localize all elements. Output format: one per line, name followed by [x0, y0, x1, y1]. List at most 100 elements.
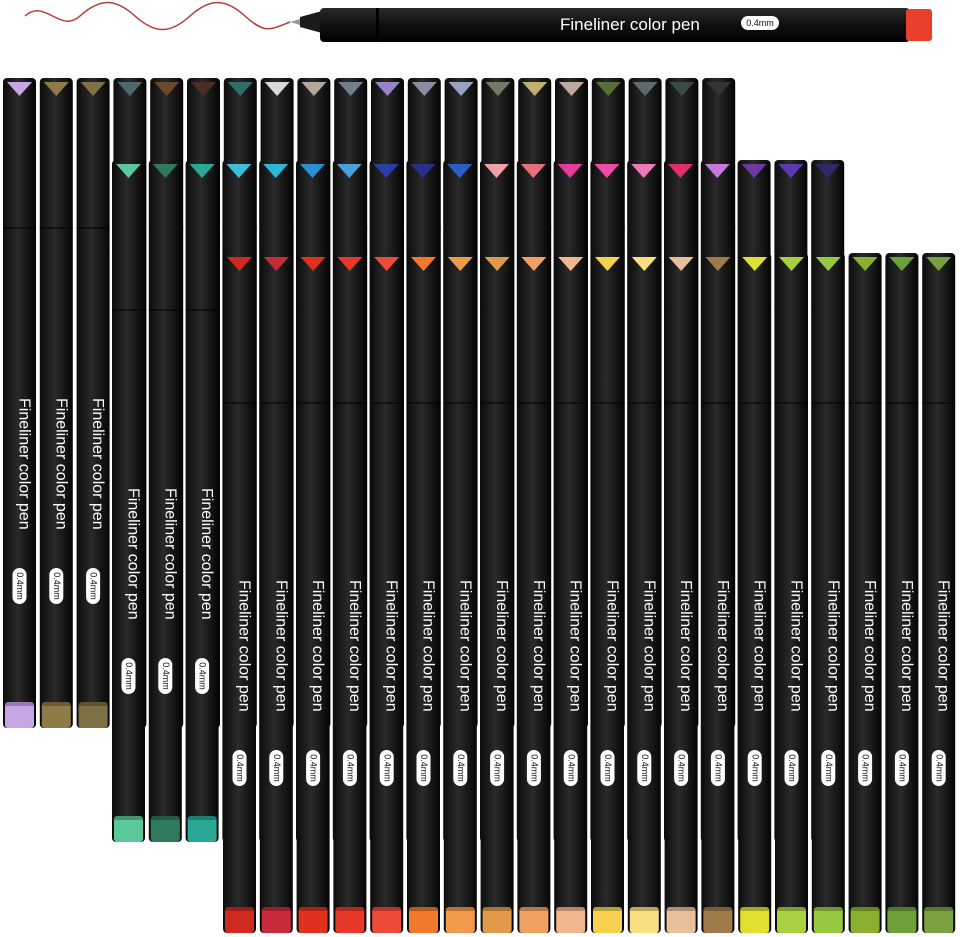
- pen-body: [259, 253, 293, 933]
- pen-color-tip: [631, 164, 657, 178]
- pen-cap-ring: [409, 907, 438, 911]
- pen-end-cap: [5, 702, 34, 728]
- pen-color-tip: [264, 82, 290, 96]
- pen-body: [664, 253, 698, 933]
- pen-cap-ring: [78, 702, 108, 706]
- pen-label: Fineliner color pen: [567, 580, 584, 712]
- pen-body: [370, 253, 404, 933]
- pen-end-cap: [629, 907, 659, 933]
- pen-color-tip: [301, 82, 327, 96]
- pen-color-tip: [7, 82, 32, 96]
- pen-body: [296, 253, 330, 933]
- pen-color-tip: [706, 82, 732, 96]
- pen-color-tip: [668, 164, 693, 178]
- pen-color-tip: [705, 257, 731, 271]
- pen-cap-ring: [519, 907, 549, 911]
- pen-body: [885, 253, 919, 933]
- pen-label: Fineliner color pen: [346, 580, 363, 712]
- pen-color-tip: [154, 82, 180, 96]
- pen-color-tip: [742, 257, 768, 271]
- pen: Fineliner color pen 0.4mm: [811, 253, 845, 933]
- pen-end-cap: [409, 907, 438, 933]
- pen-label: Fineliner color pen: [788, 580, 805, 712]
- pen-color-tip: [300, 164, 325, 178]
- pen: Fineliner color pen 0.4mm: [517, 253, 551, 933]
- pen-color-tip: [338, 82, 364, 96]
- pen-label: Fineliner color pen: [161, 488, 178, 620]
- size-badge: [49, 568, 64, 604]
- pen-end-cap: [298, 907, 328, 933]
- pen-label: Fineliner color pen: [751, 580, 768, 712]
- pen-cap-ring: [445, 907, 475, 911]
- size-badge: [490, 750, 505, 786]
- size-badge: [637, 750, 652, 786]
- pen-cap-ring: [5, 702, 34, 706]
- pen-cap-ring: [335, 907, 365, 911]
- pen-end-cap: [335, 907, 365, 933]
- pen-end-cap: [703, 907, 733, 933]
- pen: Fineliner color pen 0.4mm: [76, 78, 110, 728]
- pen: Fineliner color pen 0.4mm: [259, 253, 293, 933]
- pen-label: Fineliner color pen: [52, 398, 69, 530]
- size-text: 0.4mm: [898, 754, 908, 782]
- size-badge: [342, 750, 357, 786]
- pen-body: [148, 160, 182, 842]
- pen-body: [848, 253, 882, 933]
- pen: Fineliner color pen 0.4mm: [443, 253, 477, 933]
- size-text: 0.4mm: [15, 572, 25, 600]
- pen-body: [701, 253, 735, 933]
- pen-color-tip: [411, 257, 436, 271]
- pen-body: [554, 253, 588, 933]
- pen-end-cap: [777, 907, 806, 933]
- size-badge: [269, 750, 284, 786]
- pen-body: [39, 78, 73, 728]
- pen-label: Fineliner color pen: [236, 580, 253, 712]
- pen-color-tip: [80, 82, 106, 96]
- pen-cap-ring: [372, 907, 402, 911]
- size-badge: [121, 658, 136, 694]
- pen-color-tip: [189, 164, 215, 178]
- pen: Fineliner color pen 0.4mm: [370, 253, 404, 933]
- pen-label: Fineliner color pen: [420, 580, 437, 712]
- pen-end-cap: [41, 702, 71, 728]
- pen-color-tip: [631, 257, 657, 271]
- pen: Fineliner color pen 0.4mm: [701, 253, 735, 933]
- pen-cap-ring: [41, 702, 71, 706]
- pen-body: [112, 160, 145, 842]
- pen-label: Fineliner color pen: [677, 580, 694, 712]
- pen-body: [922, 253, 956, 933]
- pen-end-cap: [261, 907, 291, 933]
- pen-color-tip: [852, 257, 878, 271]
- pen-cap-ring: [887, 907, 917, 911]
- pen: Fineliner color pen 0.4mm: [223, 253, 256, 933]
- pen-cap-ring: [703, 907, 733, 911]
- size-text: 0.4mm: [456, 754, 466, 782]
- pen: Fineliner color pen 0.4mm: [664, 253, 698, 933]
- pen-color-tip: [373, 164, 399, 178]
- pen-color-tip: [374, 257, 400, 271]
- pen-end-cap: [482, 907, 512, 933]
- size-badge: [416, 750, 431, 786]
- pen-color-tip: [447, 164, 473, 178]
- pen: Fineliner color pen 0.4mm: [775, 253, 808, 933]
- pen-body: [775, 253, 808, 933]
- size-text: 0.4mm: [566, 754, 576, 782]
- pen-color-tip: [116, 164, 141, 178]
- size-text: 0.4mm: [861, 754, 871, 782]
- size-badge: [453, 750, 468, 786]
- pen-color-tip: [337, 257, 363, 271]
- size-badge: [195, 658, 210, 694]
- size-text: 0.4mm: [124, 662, 134, 690]
- pen: Fineliner color pen 0.4mm: [112, 160, 145, 842]
- pen-end-cap: [740, 907, 770, 933]
- pen: Fineliner color pen 0.4mm: [738, 253, 772, 933]
- pen-end-cap: [519, 907, 549, 933]
- drawn-squiggle-line: [24, 1, 291, 31]
- size-badge: [858, 750, 873, 786]
- size-badge: [747, 750, 762, 786]
- pen-color-tip: [411, 82, 437, 96]
- pen-cap-ring: [850, 907, 880, 911]
- size-badge: [821, 750, 836, 786]
